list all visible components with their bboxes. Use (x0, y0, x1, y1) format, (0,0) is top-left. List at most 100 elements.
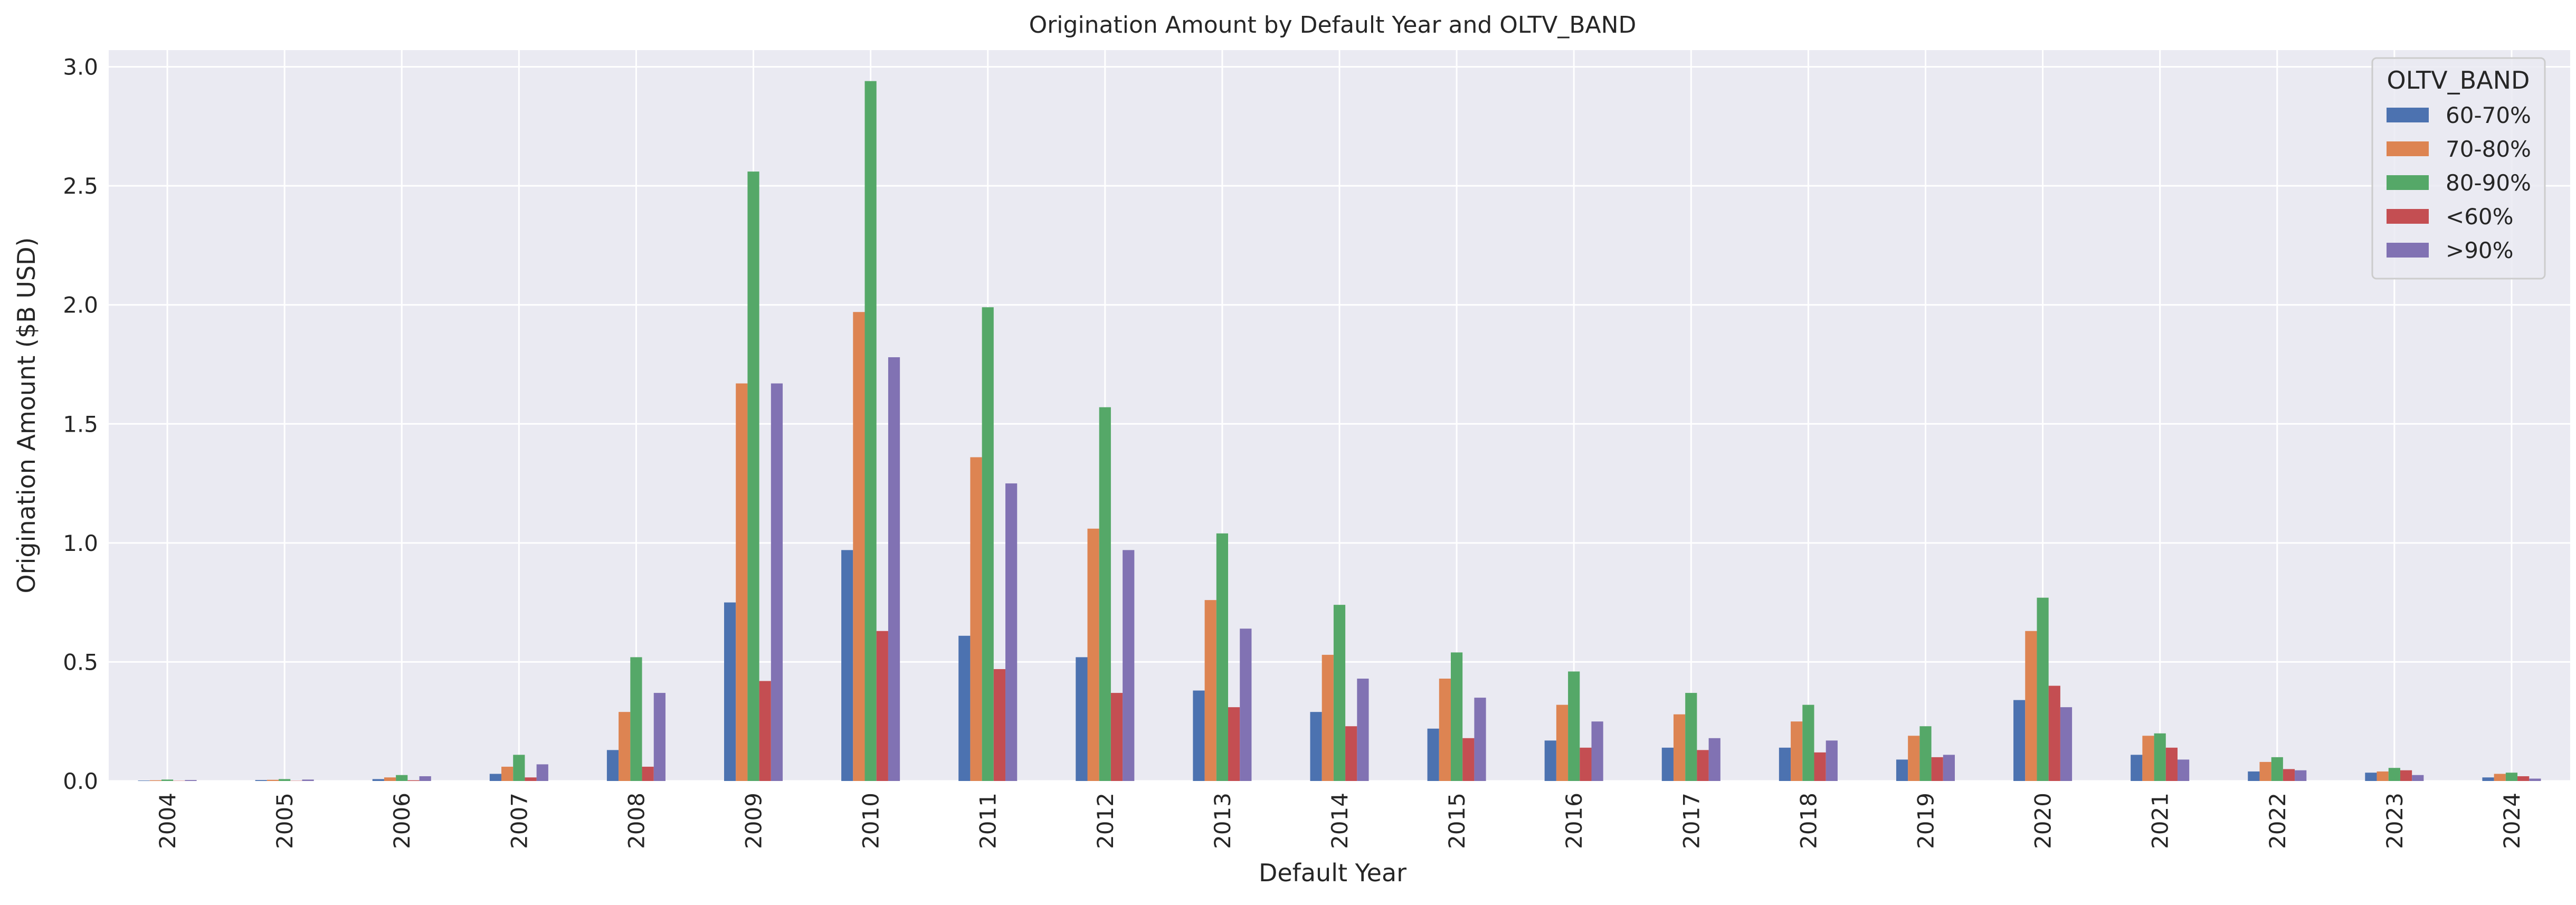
bar-2018->90% (1826, 740, 1838, 781)
bar-2015-<60% (1462, 738, 1474, 781)
bar-2016-60-70% (1545, 740, 1556, 781)
x-tick-label: 2012 (1092, 793, 1118, 849)
bar-2013-<60% (1228, 707, 1240, 781)
bar-2018-70-80% (1791, 721, 1802, 781)
x-tick-label: 2008 (623, 793, 649, 849)
bar-2009-60-70% (724, 603, 736, 781)
bar-2008-80-90% (630, 657, 642, 781)
x-tick-label: 2013 (1210, 793, 1235, 849)
bar-2015-60-70% (1428, 729, 1439, 781)
bar-2013-70-80% (1205, 600, 1216, 781)
bar-2012-<60% (1111, 693, 1123, 781)
legend-label: 70-80% (2446, 136, 2531, 162)
bar-2021-80-90% (2154, 733, 2166, 781)
x-tick-label: 2005 (272, 793, 298, 849)
y-tick-label: 2.5 (63, 173, 98, 199)
bar-2005->90% (302, 779, 313, 781)
bar-2014-70-80% (1322, 655, 1334, 781)
bar-2014-60-70% (1310, 712, 1322, 781)
x-tick-label: 2010 (858, 793, 884, 849)
x-tick-label: 2021 (2147, 793, 2173, 849)
bar-2010-<60% (877, 631, 888, 781)
x-tick-label: 2016 (1561, 793, 1587, 849)
legend-title: OLTV_BAND (2387, 66, 2530, 94)
legend-label: <60% (2446, 204, 2514, 230)
bar-2017-60-70% (1662, 748, 1674, 781)
legend-swatch (2387, 175, 2429, 190)
bar-2024-60-70% (2482, 777, 2494, 781)
bar-2006-60-70% (373, 779, 384, 781)
bar-2007-80-90% (513, 755, 525, 781)
bar-2015->90% (1474, 698, 1486, 781)
bar-2012-60-70% (1076, 657, 1087, 781)
bar-2018-<60% (1814, 752, 1826, 781)
bar-2016-80-90% (1568, 671, 1580, 781)
chart-title: Origination Amount by Default Year and O… (1029, 12, 1637, 39)
bar-2008-<60% (642, 767, 654, 781)
bar-2022->90% (2295, 770, 2306, 781)
bar-2007->90% (537, 764, 548, 781)
bar-2007-60-70% (490, 774, 501, 781)
bar-2008-70-80% (619, 712, 630, 781)
bar-2009-80-90% (747, 172, 759, 781)
bar-2021-60-70% (2131, 755, 2142, 781)
bar-2019-80-90% (1919, 726, 1931, 781)
x-tick-label: 2009 (741, 793, 767, 849)
bar-2009-<60% (759, 681, 771, 781)
bar-2015-70-80% (1439, 679, 1451, 781)
x-tick-label: 2006 (389, 793, 415, 849)
x-tick-label: 2014 (1327, 793, 1353, 849)
bar-2023-70-80% (2377, 771, 2389, 781)
bar-2008->90% (654, 693, 666, 781)
bar-2017-80-90% (1685, 693, 1697, 781)
bar-2020-70-80% (2025, 631, 2037, 781)
y-tick-label: 2.0 (63, 292, 98, 318)
x-tick-label: 2007 (506, 793, 532, 849)
bar-2006->90% (420, 776, 431, 781)
legend-swatch (2387, 209, 2429, 224)
bar-2006-70-80% (384, 777, 396, 781)
x-tick-label: 2004 (155, 793, 180, 849)
bar-2007-70-80% (501, 767, 513, 781)
bar-2012-70-80% (1087, 529, 1099, 781)
bar-2005-80-90% (279, 779, 290, 781)
bar-2020->90% (2060, 707, 2072, 781)
bar-2013-80-90% (1216, 534, 1228, 781)
x-axis-label: Default Year (1259, 859, 1406, 887)
bar-2020-60-70% (2013, 700, 2025, 781)
bar-2010->90% (888, 357, 900, 781)
legend-label: >90% (2446, 237, 2514, 263)
bar-2019-60-70% (1896, 759, 1908, 781)
x-tick-label: 2018 (1795, 793, 1821, 849)
bar-2011-<60% (994, 669, 1005, 781)
bar-2019-70-80% (1908, 736, 1919, 781)
x-tick-label: 2024 (2499, 793, 2525, 849)
bar-2022-60-70% (2248, 771, 2259, 781)
x-tick-label: 2019 (1913, 793, 1938, 849)
bar-2023-<60% (2400, 770, 2412, 781)
bar-2011-80-90% (982, 307, 994, 781)
bar-2023->90% (2412, 775, 2423, 781)
bar-2012->90% (1123, 550, 1134, 781)
bar-2017->90% (1709, 738, 1720, 781)
y-axis-label: Origination Amount ($B USD) (12, 237, 41, 594)
bar-2020-<60% (2049, 686, 2060, 781)
bar-2005-60-70% (255, 780, 267, 781)
bar-2009->90% (771, 384, 783, 781)
legend: OLTV_BAND 60-70%70-80%80-90%<60%>90% (2372, 58, 2545, 279)
legend-label: 80-90% (2446, 170, 2531, 196)
bar-2011->90% (1005, 483, 1017, 781)
bar-2016-70-80% (1556, 705, 1568, 781)
bar-2006-80-90% (396, 775, 407, 781)
x-tick-label: 2015 (1444, 793, 1470, 849)
y-tick-label: 1.5 (63, 411, 98, 437)
bar-2022-70-80% (2259, 762, 2271, 781)
y-tick-label: 0.5 (63, 649, 98, 675)
bar-2012-80-90% (1099, 407, 1111, 781)
bar-2009-70-80% (736, 384, 747, 781)
bar-2004-80-90% (161, 779, 173, 781)
bar-2014->90% (1357, 679, 1368, 781)
legend-swatch (2387, 141, 2429, 156)
bar-2004-70-80% (150, 780, 161, 781)
